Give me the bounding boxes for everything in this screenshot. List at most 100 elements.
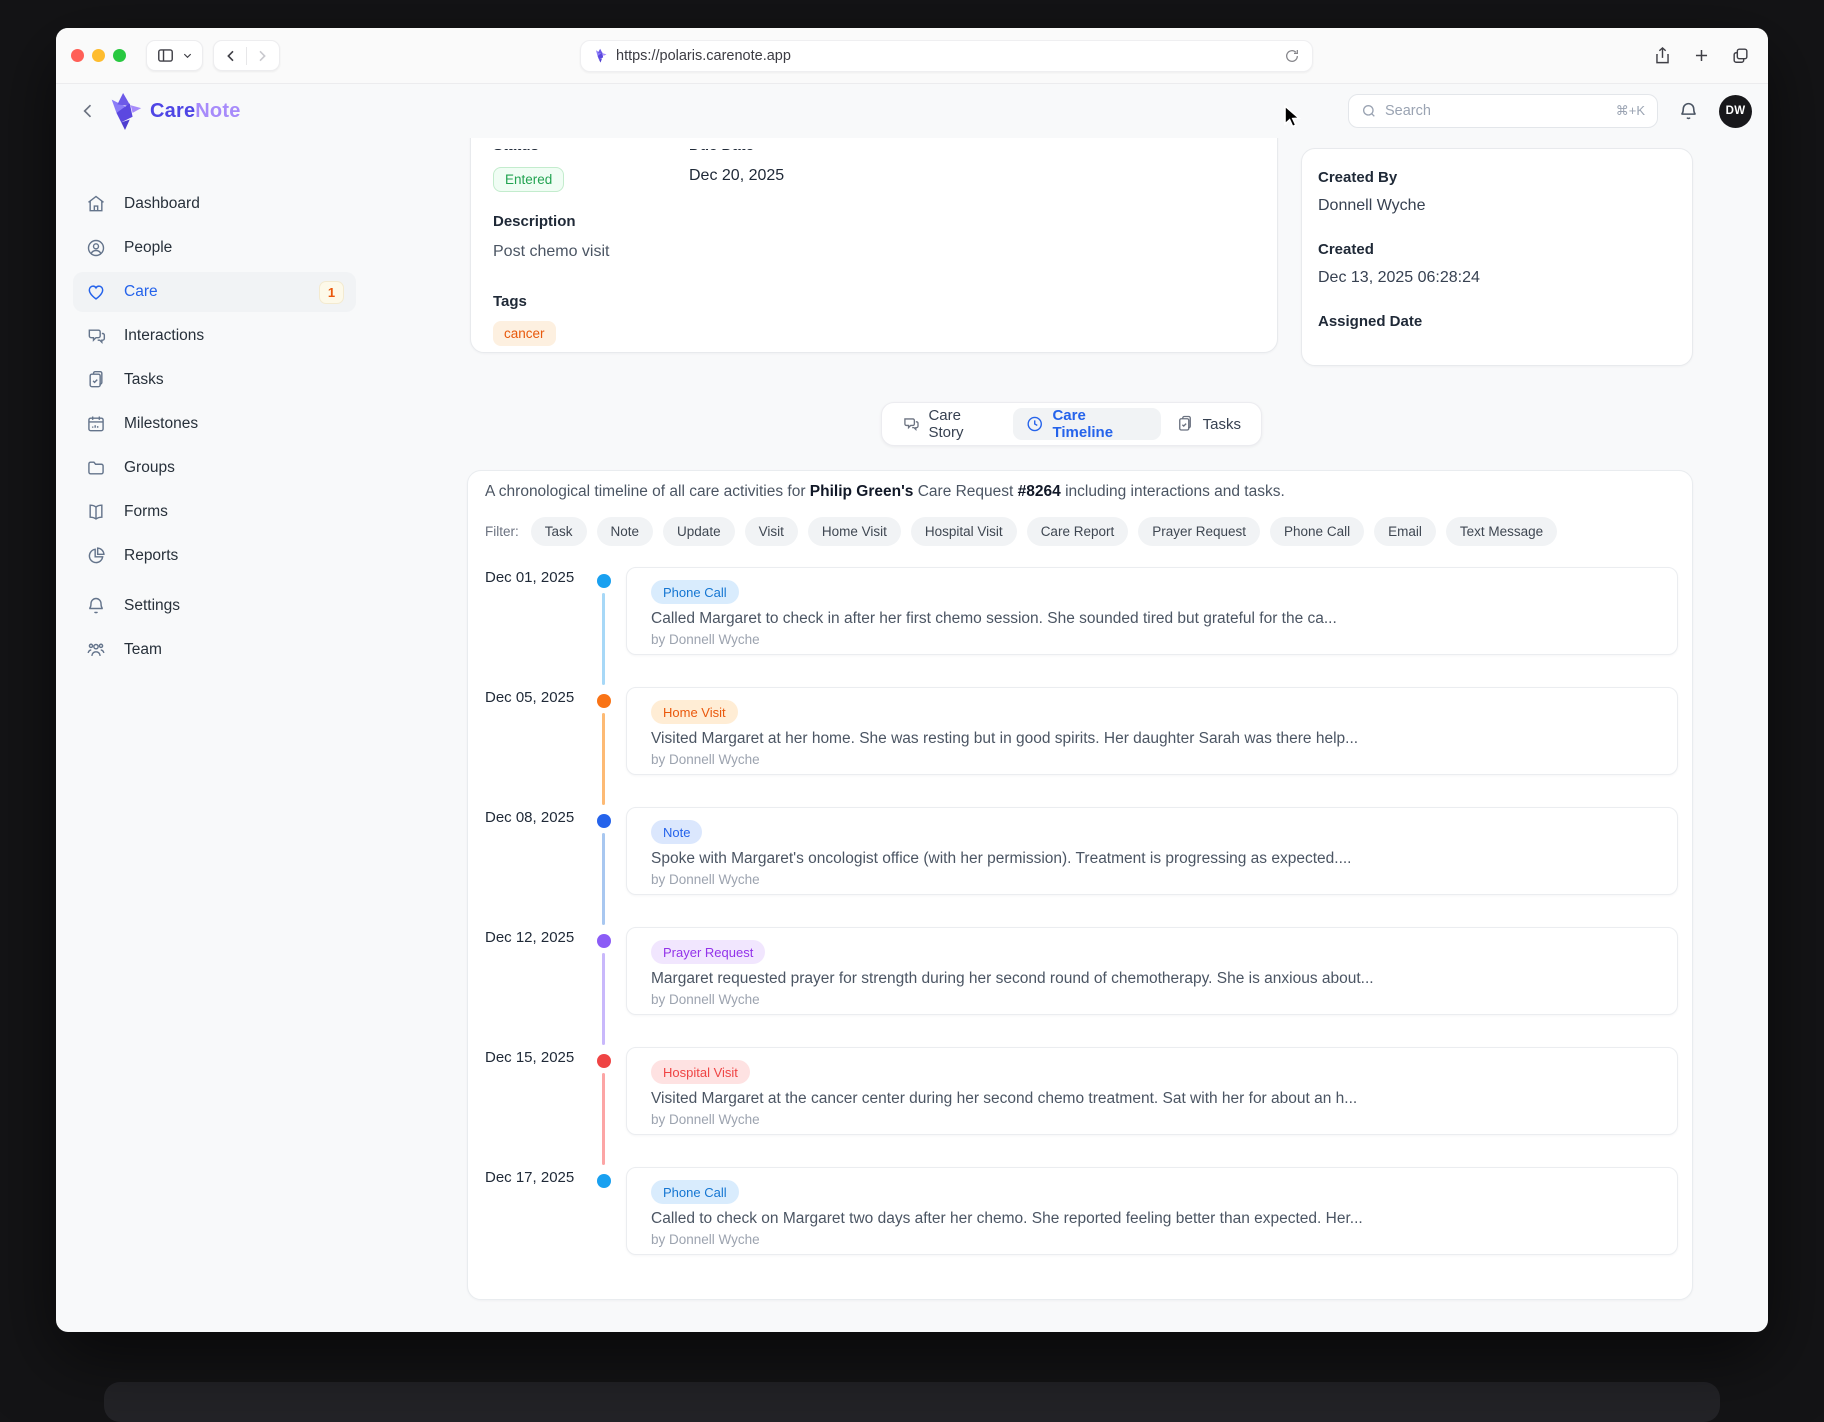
due-date-value: Dec 20, 2025	[689, 167, 785, 184]
zoom-window-button[interactable]	[113, 49, 126, 62]
toolbar-right-actions	[1653, 46, 1750, 65]
care-count-badge: 1	[319, 280, 344, 304]
tab-tasks[interactable]: Tasks	[1163, 408, 1254, 440]
sidebar-item-groups[interactable]: Groups	[73, 448, 356, 488]
user-avatar[interactable]: DW	[1719, 94, 1752, 128]
filter-chip-row: Filter: Task Note Update Visit Home Visi…	[485, 517, 1558, 546]
filter-chip-text-message[interactable]: Text Message	[1445, 517, 1558, 546]
filter-chip-phone-call[interactable]: Phone Call	[1270, 517, 1365, 546]
reload-icon[interactable]	[1284, 48, 1300, 64]
request-details-card: Created By Donnell Wyche Created Dec 13,…	[1301, 148, 1693, 366]
timeline-entry-card[interactable]: Home Visit Visited Margaret at her home.…	[626, 687, 1678, 775]
sidebar-item-reports[interactable]: Reports	[73, 536, 356, 576]
sidebar-item-label: Reports	[124, 547, 179, 564]
sidebar-item-milestones[interactable]: Milestones	[73, 404, 356, 444]
entry-type-badge: Note	[651, 820, 703, 844]
timeline-entry-card[interactable]: Phone Call Called to check on Margaret t…	[626, 1167, 1678, 1255]
status-label: Status	[493, 149, 539, 154]
sidebar-item-tasks[interactable]: Tasks	[73, 360, 356, 400]
sidebar-item-label: Forms	[124, 503, 168, 520]
status-badge: Entered	[493, 167, 565, 192]
entry-text: Spoke with Margaret's oncologist office …	[651, 850, 1352, 867]
timeline-connector	[602, 833, 605, 925]
view-tab-switcher: Care Story Care Timeline Tasks	[881, 402, 1262, 446]
tab-care-story[interactable]: Care Story	[889, 407, 1011, 441]
description-label: Description	[493, 213, 576, 230]
tab-label: Care Story	[928, 407, 964, 441]
sidebar-item-team[interactable]: Team	[73, 630, 356, 670]
timeline-entry-card[interactable]: Hospital Visit Visited Margaret at the c…	[626, 1047, 1678, 1135]
timeline-date: Dec 05, 2025	[485, 689, 575, 706]
browser-window: https://polaris.carenote.app CareNote Se…	[56, 28, 1768, 1332]
sidebar-item-settings[interactable]: Settings	[73, 586, 356, 626]
search-shortcut: ⌘+K	[1615, 103, 1645, 118]
entry-author: by Donnell Wyche	[651, 992, 760, 1007]
entry-author: by Donnell Wyche	[651, 872, 760, 887]
care-timeline-panel: A chronological timeline of all care act…	[467, 470, 1693, 1300]
search-input[interactable]: Search ⌘+K	[1348, 94, 1658, 128]
description-value: Post chemo visit	[493, 243, 610, 260]
app-back-icon[interactable]	[78, 101, 98, 121]
address-bar[interactable]: https://polaris.carenote.app	[580, 39, 1313, 72]
tag-cancer[interactable]: cancer	[493, 321, 556, 346]
timeline-entry-card[interactable]: Note Spoke with Margaret's oncologist of…	[626, 807, 1678, 895]
filter-chip-home-visit[interactable]: Home Visit	[807, 517, 901, 546]
filter-chip-email[interactable]: Email	[1374, 517, 1436, 546]
sidebar-item-label: Dashboard	[124, 195, 200, 212]
entry-author: by Donnell Wyche	[651, 752, 760, 767]
tab-overview-icon[interactable]	[1731, 46, 1750, 65]
sidebar-item-dashboard[interactable]: Dashboard	[73, 184, 356, 224]
sidebar-item-care[interactable]: Care 1	[73, 272, 356, 312]
back-icon[interactable]	[223, 48, 239, 64]
entry-text: Called to check on Margaret two days aft…	[651, 1210, 1363, 1227]
entry-text: Called Margaret to check in after her fi…	[651, 610, 1337, 627]
carenote-logo[interactable]: CareNote	[106, 92, 241, 130]
filter-chip-hospital-visit[interactable]: Hospital Visit	[910, 517, 1017, 546]
minimize-window-button[interactable]	[92, 49, 105, 62]
timeline-dot	[597, 1174, 611, 1188]
timeline-entry-card[interactable]: Phone Call Called Margaret to check in a…	[626, 567, 1678, 655]
sidebar-item-label: Milestones	[124, 415, 199, 432]
share-icon[interactable]	[1653, 46, 1672, 65]
timeline-description: A chronological timeline of all care act…	[485, 483, 1285, 500]
sidebar-item-forms[interactable]: Forms	[73, 492, 356, 532]
entry-text: Visited Margaret at the cancer center du…	[651, 1090, 1358, 1107]
request-id: #8264	[1017, 483, 1061, 500]
calendar-icon	[88, 416, 104, 432]
timeline-dot	[597, 694, 611, 708]
entry-text: Margaret requested prayer for strength d…	[651, 970, 1374, 987]
created-label: Created	[1318, 241, 1374, 258]
clipboard-check-icon	[89, 370, 103, 388]
notifications-bell-icon[interactable]	[1678, 101, 1699, 122]
tab-care-timeline[interactable]: Care Timeline	[1012, 407, 1161, 441]
filter-chip-prayer-request[interactable]: Prayer Request	[1138, 517, 1261, 546]
users-icon	[87, 643, 105, 656]
sidebar-item-label: Team	[124, 641, 162, 658]
heart-icon	[88, 285, 104, 300]
traffic-lights	[71, 49, 126, 62]
sidebar-toggle-button[interactable]	[146, 40, 203, 71]
sidebar-nav: Dashboard People Care 1 Interactions	[56, 138, 420, 1332]
logo-bird-icon	[111, 92, 142, 130]
timeline-date: Dec 15, 2025	[485, 1049, 575, 1066]
filter-chip-update[interactable]: Update	[663, 517, 735, 546]
tags-label: Tags	[493, 293, 527, 310]
close-window-button[interactable]	[71, 49, 84, 62]
chat-icon	[904, 418, 919, 432]
timeline-entry-card[interactable]: Prayer Request Margaret requested prayer…	[626, 927, 1678, 1015]
person-name: Philip Green's	[809, 483, 914, 500]
sidebar-item-label: Interactions	[124, 327, 205, 344]
filter-chip-task[interactable]: Task	[530, 517, 587, 546]
entry-type-badge: Phone Call	[651, 1180, 739, 1204]
timeline-dot	[597, 814, 611, 828]
forward-icon[interactable]	[254, 48, 270, 64]
new-tab-icon[interactable]	[1692, 46, 1711, 65]
filter-chip-note[interactable]: Note	[596, 517, 654, 546]
browser-toolbar: https://polaris.carenote.app	[56, 28, 1768, 84]
filter-chip-care-report[interactable]: Care Report	[1026, 517, 1129, 546]
sidebar-item-people[interactable]: People	[73, 228, 356, 268]
sidebar-item-label: Care	[124, 283, 158, 300]
timeline-date: Dec 12, 2025	[485, 929, 575, 946]
filter-chip-visit[interactable]: Visit	[744, 517, 798, 546]
sidebar-item-interactions[interactable]: Interactions	[73, 316, 356, 356]
